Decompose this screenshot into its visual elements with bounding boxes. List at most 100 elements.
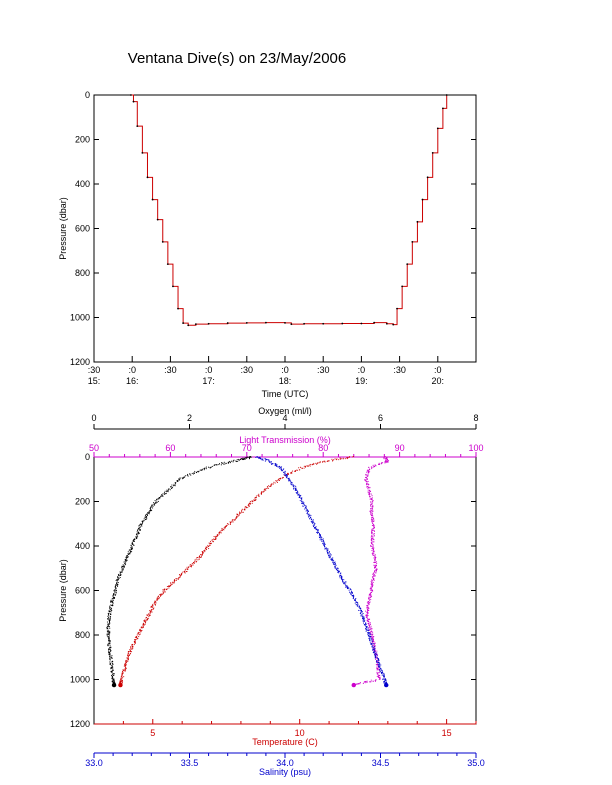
oxygen-point (119, 571, 121, 573)
oxygen-point (182, 477, 185, 479)
temperature-point (215, 536, 217, 538)
temperature-point (128, 650, 130, 653)
salinity-point (382, 674, 384, 676)
salinity-point (285, 474, 287, 476)
oxygen-point (157, 498, 159, 500)
salinity-point (323, 541, 325, 543)
light_transmission-point (367, 487, 369, 489)
temperature-point (184, 572, 186, 574)
temperature-point (127, 660, 129, 663)
salinity-point (304, 504, 306, 506)
oxygen-point (109, 627, 111, 629)
light_transmission-point (367, 472, 369, 474)
temperature-point (120, 676, 122, 678)
temperature-point (129, 651, 132, 653)
oxygen-point (144, 516, 146, 518)
salinity-point (368, 632, 370, 634)
oxygen-point (137, 528, 139, 530)
oxygen-point (171, 486, 174, 488)
temperature-point (127, 655, 129, 657)
salinity-point (295, 485, 297, 487)
salinity-point (291, 482, 293, 484)
salinity-point (340, 574, 342, 576)
temperature-tick-label: 10 (295, 728, 305, 738)
salinity-point (310, 516, 312, 519)
light_transmission-point (369, 470, 371, 472)
temperature-point (194, 559, 196, 561)
temperature-point (121, 680, 124, 682)
salinity-point (328, 555, 330, 557)
oxygen-point (157, 500, 159, 503)
oxygen-point (146, 516, 148, 518)
temperature-point (173, 581, 175, 583)
oxygen-point (156, 500, 158, 502)
temperature-point (166, 588, 168, 590)
salinity-point (277, 466, 279, 468)
oxygen-point (108, 638, 110, 640)
light_transmission-point (368, 626, 370, 628)
temperature-point (195, 558, 197, 560)
y-tick-label: 800 (75, 630, 90, 640)
oxygen-point (155, 502, 157, 504)
salinity-point (305, 507, 307, 509)
temperature-point (121, 673, 123, 675)
salinity-point (328, 552, 330, 554)
temperature-point (202, 552, 204, 554)
light-tick-label: 90 (395, 443, 405, 453)
salinity-point (347, 587, 349, 589)
oxygen-point (189, 473, 191, 475)
oxygen-point (107, 633, 109, 635)
light_transmission-point (371, 535, 373, 537)
salinity-point (351, 592, 353, 595)
light_transmission-point (376, 675, 378, 677)
light_transmission-point (370, 595, 372, 597)
temperature-point (209, 540, 212, 542)
light_transmission-point (384, 456, 386, 458)
oxygen-point (111, 678, 113, 680)
light-tick-label: 60 (165, 443, 175, 453)
temperature-point (198, 557, 200, 559)
salinity-point (377, 658, 380, 660)
temperature-point (148, 613, 150, 615)
light_transmission-point (373, 636, 375, 638)
oxygen-point (169, 489, 171, 491)
oxygen-point (112, 666, 114, 668)
temperature-point (208, 542, 210, 544)
salinity-point (365, 623, 367, 625)
light_transmission-point (374, 555, 376, 557)
temperature-point (232, 521, 234, 523)
temperature-point (240, 512, 242, 514)
salinity-point (354, 602, 356, 604)
salinity-point (302, 501, 304, 503)
salinity-point (372, 647, 374, 649)
oxygen-point (107, 612, 109, 615)
salinity-point (349, 591, 351, 593)
oxygen-point (229, 461, 231, 463)
oxygen-point (108, 626, 110, 628)
salinity-point (343, 582, 346, 584)
oxygen-point (109, 641, 111, 643)
light_transmission-point (377, 674, 379, 677)
depth-point (416, 220, 419, 223)
light_transmission-point (367, 488, 369, 490)
oxygen-point (167, 488, 169, 490)
x-tick-label: :30 (88, 365, 101, 375)
salinity-point (327, 548, 329, 550)
temperature-point (249, 503, 251, 505)
oxygen-point (245, 457, 247, 459)
salinity-point (375, 656, 377, 658)
temperature-point (298, 469, 300, 471)
light_transmission-point (383, 457, 385, 459)
light_transmission-point (375, 565, 377, 567)
oxygen-point (117, 576, 119, 578)
salinity-point (356, 604, 358, 606)
oxygen-point (115, 589, 117, 592)
light_transmission-point (366, 485, 369, 488)
light_transmission-point (376, 669, 378, 671)
temperature-point (136, 636, 138, 638)
oxygen-point (132, 543, 134, 546)
salinity-point (310, 520, 312, 522)
salinity-point (262, 459, 264, 461)
temperature-point (134, 639, 136, 641)
salinity-point (374, 649, 376, 651)
